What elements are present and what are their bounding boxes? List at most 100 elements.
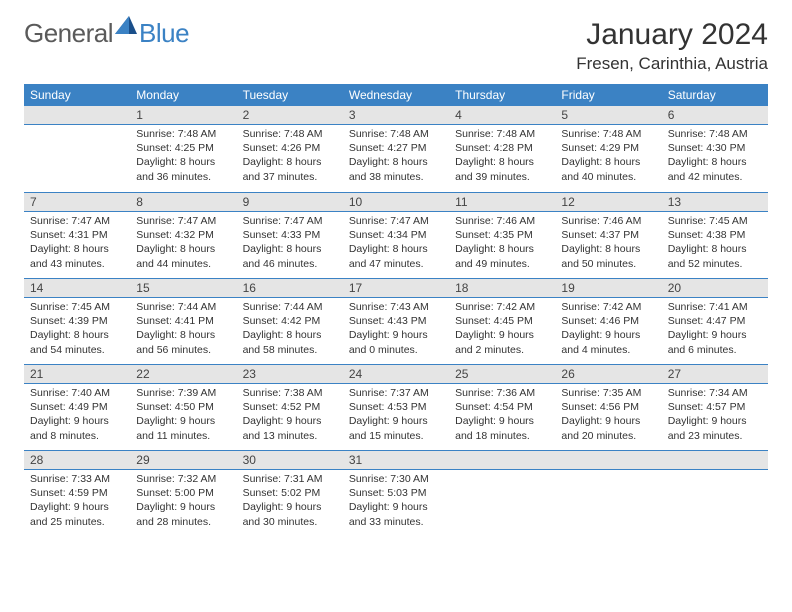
sunrise-text: Sunrise: 7:43 AM xyxy=(349,300,443,314)
day-number: 24 xyxy=(343,364,449,384)
calendar-week: 14Sunrise: 7:45 AMSunset: 4:39 PMDayligh… xyxy=(24,278,768,364)
sunrise-text: Sunrise: 7:48 AM xyxy=(136,127,230,141)
sunset-text: Sunset: 4:30 PM xyxy=(668,141,762,155)
calendar-cell: 24Sunrise: 7:37 AMSunset: 4:53 PMDayligh… xyxy=(343,364,449,450)
day-header: Thursday xyxy=(449,84,555,106)
day-number: 9 xyxy=(237,192,343,212)
sunrise-text: Sunrise: 7:47 AM xyxy=(243,214,337,228)
sunrise-text: Sunrise: 7:32 AM xyxy=(136,472,230,486)
day-number: 23 xyxy=(237,364,343,384)
day-number: 5 xyxy=(555,106,661,125)
sunset-text: Sunset: 4:54 PM xyxy=(455,400,549,414)
calendar-cell: 22Sunrise: 7:39 AMSunset: 4:50 PMDayligh… xyxy=(130,364,236,450)
sunrise-text: Sunrise: 7:41 AM xyxy=(668,300,762,314)
daylight-text: Daylight: 8 hours and 40 minutes. xyxy=(561,155,655,183)
day-details: Sunrise: 7:47 AMSunset: 4:34 PMDaylight:… xyxy=(343,212,449,275)
day-number: 4 xyxy=(449,106,555,125)
day-details: Sunrise: 7:48 AMSunset: 4:25 PMDaylight:… xyxy=(130,125,236,188)
day-details: Sunrise: 7:48 AMSunset: 4:29 PMDaylight:… xyxy=(555,125,661,188)
day-details: Sunrise: 7:48 AMSunset: 4:30 PMDaylight:… xyxy=(662,125,768,188)
day-header: Wednesday xyxy=(343,84,449,106)
day-number: 14 xyxy=(24,278,130,298)
day-details: Sunrise: 7:45 AMSunset: 4:38 PMDaylight:… xyxy=(662,212,768,275)
daylight-text: Daylight: 8 hours and 44 minutes. xyxy=(136,242,230,270)
day-number: 10 xyxy=(343,192,449,212)
daylight-text: Daylight: 9 hours and 20 minutes. xyxy=(561,414,655,442)
daylight-text: Daylight: 9 hours and 13 minutes. xyxy=(243,414,337,442)
daylight-text: Daylight: 9 hours and 33 minutes. xyxy=(349,500,443,528)
sunrise-text: Sunrise: 7:42 AM xyxy=(455,300,549,314)
day-number: 1 xyxy=(130,106,236,125)
calendar-cell: 2Sunrise: 7:48 AMSunset: 4:26 PMDaylight… xyxy=(237,106,343,192)
sunset-text: Sunset: 4:25 PM xyxy=(136,141,230,155)
calendar-head: SundayMondayTuesdayWednesdayThursdayFrid… xyxy=(24,84,768,106)
daylight-text: Daylight: 8 hours and 58 minutes. xyxy=(243,328,337,356)
logo: General Blue xyxy=(24,18,189,49)
calendar-cell xyxy=(555,450,661,536)
calendar-cell: 28Sunrise: 7:33 AMSunset: 4:59 PMDayligh… xyxy=(24,450,130,536)
daylight-text: Daylight: 8 hours and 43 minutes. xyxy=(30,242,124,270)
calendar-cell: 3Sunrise: 7:48 AMSunset: 4:27 PMDaylight… xyxy=(343,106,449,192)
day-number: 20 xyxy=(662,278,768,298)
day-header: Tuesday xyxy=(237,84,343,106)
sunrise-text: Sunrise: 7:31 AM xyxy=(243,472,337,486)
sunset-text: Sunset: 4:31 PM xyxy=(30,228,124,242)
sunrise-text: Sunrise: 7:48 AM xyxy=(243,127,337,141)
sunset-text: Sunset: 4:56 PM xyxy=(561,400,655,414)
day-details: Sunrise: 7:35 AMSunset: 4:56 PMDaylight:… xyxy=(555,384,661,447)
sunset-text: Sunset: 5:03 PM xyxy=(349,486,443,500)
day-number: 22 xyxy=(130,364,236,384)
calendar-table: SundayMondayTuesdayWednesdayThursdayFrid… xyxy=(24,84,768,536)
calendar-cell: 13Sunrise: 7:45 AMSunset: 4:38 PMDayligh… xyxy=(662,192,768,278)
calendar-cell: 14Sunrise: 7:45 AMSunset: 4:39 PMDayligh… xyxy=(24,278,130,364)
sunrise-text: Sunrise: 7:47 AM xyxy=(30,214,124,228)
sunset-text: Sunset: 4:38 PM xyxy=(668,228,762,242)
daylight-text: Daylight: 9 hours and 0 minutes. xyxy=(349,328,443,356)
day-details: Sunrise: 7:48 AMSunset: 4:28 PMDaylight:… xyxy=(449,125,555,188)
day-details: Sunrise: 7:48 AMSunset: 4:27 PMDaylight:… xyxy=(343,125,449,188)
day-header: Saturday xyxy=(662,84,768,106)
day-details: Sunrise: 7:47 AMSunset: 4:32 PMDaylight:… xyxy=(130,212,236,275)
daylight-text: Daylight: 8 hours and 50 minutes. xyxy=(561,242,655,270)
daylight-text: Daylight: 9 hours and 6 minutes. xyxy=(668,328,762,356)
sunset-text: Sunset: 4:50 PM xyxy=(136,400,230,414)
calendar-cell: 4Sunrise: 7:48 AMSunset: 4:28 PMDaylight… xyxy=(449,106,555,192)
sunset-text: Sunset: 5:00 PM xyxy=(136,486,230,500)
day-details: Sunrise: 7:34 AMSunset: 4:57 PMDaylight:… xyxy=(662,384,768,447)
sunset-text: Sunset: 4:34 PM xyxy=(349,228,443,242)
daylight-text: Daylight: 9 hours and 25 minutes. xyxy=(30,500,124,528)
daylight-text: Daylight: 8 hours and 38 minutes. xyxy=(349,155,443,183)
calendar-week: 21Sunrise: 7:40 AMSunset: 4:49 PMDayligh… xyxy=(24,364,768,450)
day-details: Sunrise: 7:44 AMSunset: 4:42 PMDaylight:… xyxy=(237,298,343,361)
day-number: 31 xyxy=(343,450,449,470)
day-number xyxy=(662,450,768,470)
day-number: 21 xyxy=(24,364,130,384)
day-details: Sunrise: 7:33 AMSunset: 4:59 PMDaylight:… xyxy=(24,470,130,533)
day-header: Friday xyxy=(555,84,661,106)
sunset-text: Sunset: 4:37 PM xyxy=(561,228,655,242)
calendar-cell xyxy=(24,106,130,192)
day-number: 26 xyxy=(555,364,661,384)
daylight-text: Daylight: 8 hours and 36 minutes. xyxy=(136,155,230,183)
calendar-cell: 29Sunrise: 7:32 AMSunset: 5:00 PMDayligh… xyxy=(130,450,236,536)
logo-text-general: General xyxy=(24,18,113,49)
day-details: Sunrise: 7:44 AMSunset: 4:41 PMDaylight:… xyxy=(130,298,236,361)
calendar-cell: 7Sunrise: 7:47 AMSunset: 4:31 PMDaylight… xyxy=(24,192,130,278)
day-details: Sunrise: 7:47 AMSunset: 4:33 PMDaylight:… xyxy=(237,212,343,275)
sunrise-text: Sunrise: 7:48 AM xyxy=(561,127,655,141)
daylight-text: Daylight: 8 hours and 39 minutes. xyxy=(455,155,549,183)
day-details: Sunrise: 7:43 AMSunset: 4:43 PMDaylight:… xyxy=(343,298,449,361)
day-number xyxy=(555,450,661,470)
sunrise-text: Sunrise: 7:30 AM xyxy=(349,472,443,486)
daylight-text: Daylight: 8 hours and 37 minutes. xyxy=(243,155,337,183)
day-number: 13 xyxy=(662,192,768,212)
day-details: Sunrise: 7:42 AMSunset: 4:46 PMDaylight:… xyxy=(555,298,661,361)
day-details: Sunrise: 7:30 AMSunset: 5:03 PMDaylight:… xyxy=(343,470,449,533)
day-details: Sunrise: 7:46 AMSunset: 4:37 PMDaylight:… xyxy=(555,212,661,275)
sunset-text: Sunset: 4:43 PM xyxy=(349,314,443,328)
calendar-cell: 12Sunrise: 7:46 AMSunset: 4:37 PMDayligh… xyxy=(555,192,661,278)
day-number: 19 xyxy=(555,278,661,298)
sunrise-text: Sunrise: 7:45 AM xyxy=(30,300,124,314)
day-details: Sunrise: 7:41 AMSunset: 4:47 PMDaylight:… xyxy=(662,298,768,361)
daylight-text: Daylight: 9 hours and 30 minutes. xyxy=(243,500,337,528)
